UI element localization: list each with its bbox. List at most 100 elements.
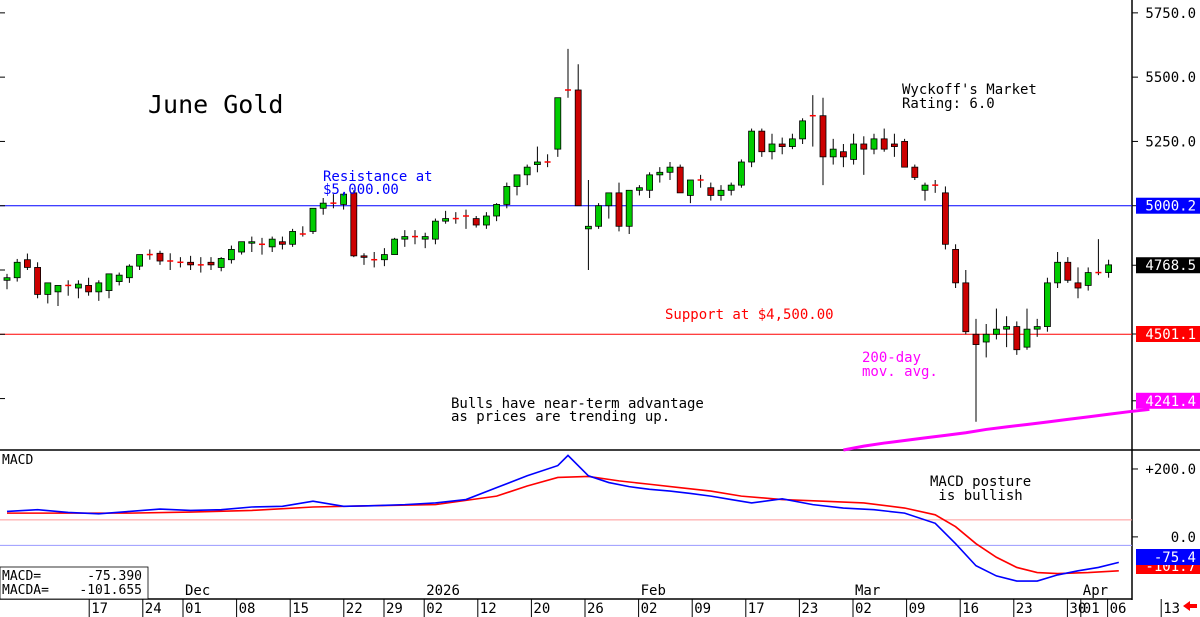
candle-body: [493, 204, 501, 217]
candle: [799, 118, 806, 144]
candle: [380, 248, 388, 267]
price-tick-label: 5750.0: [1145, 6, 1196, 22]
candle-body: [75, 283, 82, 289]
candle: [993, 308, 1000, 340]
macda-readout-value: -101.655: [79, 583, 142, 598]
candle: [350, 190, 358, 258]
candle-body: [952, 249, 959, 284]
candle: [687, 179, 694, 204]
candle-body: [870, 138, 878, 150]
candle-body: [54, 285, 62, 293]
candle-body: [401, 236, 409, 240]
candle: [126, 264, 133, 283]
candle-body: [738, 161, 745, 186]
candle-body: [23, 259, 31, 268]
candle-body: [421, 236, 429, 240]
candle-body: [3, 277, 11, 281]
candle: [707, 182, 715, 201]
candle-body: [442, 218, 450, 222]
macd-tick-label: 0.0: [1171, 530, 1196, 546]
candle: [227, 245, 235, 264]
candle: [891, 133, 898, 157]
candle: [697, 174, 704, 188]
candle-body: [860, 143, 868, 150]
candle-body: [248, 241, 256, 244]
date-tick-label: 12: [480, 601, 497, 617]
candle-body: [891, 143, 898, 147]
month-label: Feb: [641, 583, 666, 599]
bulls-note-2: as prices are trending up.: [451, 409, 670, 425]
candle: [197, 257, 204, 273]
candle-body: [319, 202, 327, 209]
candle: [95, 280, 103, 301]
candle: [1013, 321, 1021, 355]
candle: [615, 182, 623, 232]
candle: [595, 203, 602, 229]
candle: [136, 254, 144, 270]
candle: [1084, 267, 1092, 291]
candle: [1064, 257, 1072, 283]
candle-body: [778, 143, 786, 147]
candle-body: [676, 166, 684, 194]
price-tick-label: 4241.4: [1145, 394, 1196, 410]
date-tick-label: 02: [855, 601, 872, 617]
candle: [1095, 239, 1102, 276]
macd-readout-label: MACD=: [2, 569, 41, 584]
candle: [789, 133, 796, 150]
price-tag-box: [1136, 257, 1200, 274]
candle: [809, 95, 816, 147]
candle: [962, 270, 970, 335]
date-tick-label: 09: [694, 601, 711, 617]
candle-body: [982, 333, 990, 343]
candle: [259, 237, 265, 255]
candle: [268, 236, 276, 252]
candle: [676, 164, 684, 194]
price-tick: 5250.0: [1132, 134, 1196, 150]
price-tick-label: 5500.0: [1145, 70, 1196, 86]
macda-readout-label: MACDA=: [2, 583, 49, 598]
date-tick-label: 23: [801, 601, 818, 617]
candle: [23, 253, 31, 270]
candle: [646, 172, 653, 198]
candle-body: [595, 205, 602, 227]
candle: [972, 318, 980, 422]
date-tick-label: 08: [239, 601, 256, 617]
price-axis: 5750.0 5500.0 5250.0 5000.2 4768.5 4501.1 4241…: [0, 6, 1200, 410]
candle-body: [95, 282, 103, 293]
date-tick-label: 24: [145, 601, 162, 617]
candle-body: [687, 179, 694, 196]
candle-body: [942, 192, 949, 245]
candle: [482, 212, 490, 229]
candle: [819, 97, 827, 186]
candle: [574, 64, 582, 207]
date-tick-label: 01: [1083, 601, 1100, 617]
candle: [503, 182, 511, 209]
candle-body: [360, 255, 368, 258]
candle: [850, 133, 857, 165]
support-label: Support at $4,500.00: [665, 307, 834, 323]
candle: [717, 185, 725, 201]
scroll-left-arrow-icon[interactable]: [1183, 601, 1197, 611]
candle-body: [34, 267, 41, 295]
candle: [1003, 316, 1010, 348]
candle-body: [799, 120, 806, 140]
candle: [554, 97, 562, 157]
candle-body: [513, 174, 521, 187]
candle-body: [911, 166, 919, 178]
macd-readout-value: -75.390: [87, 569, 142, 584]
rating-line-2: Rating: 6.0: [902, 96, 995, 112]
candle: [105, 273, 113, 299]
candle-body: [207, 261, 215, 266]
candle-body: [636, 187, 643, 191]
date-tick-label: 26: [587, 601, 604, 617]
candle: [177, 257, 184, 268]
candle-body: [972, 333, 980, 345]
candle: [412, 230, 418, 245]
candle-body: [534, 161, 541, 165]
date-tick-label: 23: [1016, 601, 1033, 617]
macd-note-1: MACD posture: [930, 474, 1031, 490]
candle-body: [646, 174, 653, 191]
candle: [911, 164, 919, 180]
candle-body: [840, 151, 847, 158]
ma-label-1: 200-day: [862, 350, 921, 366]
